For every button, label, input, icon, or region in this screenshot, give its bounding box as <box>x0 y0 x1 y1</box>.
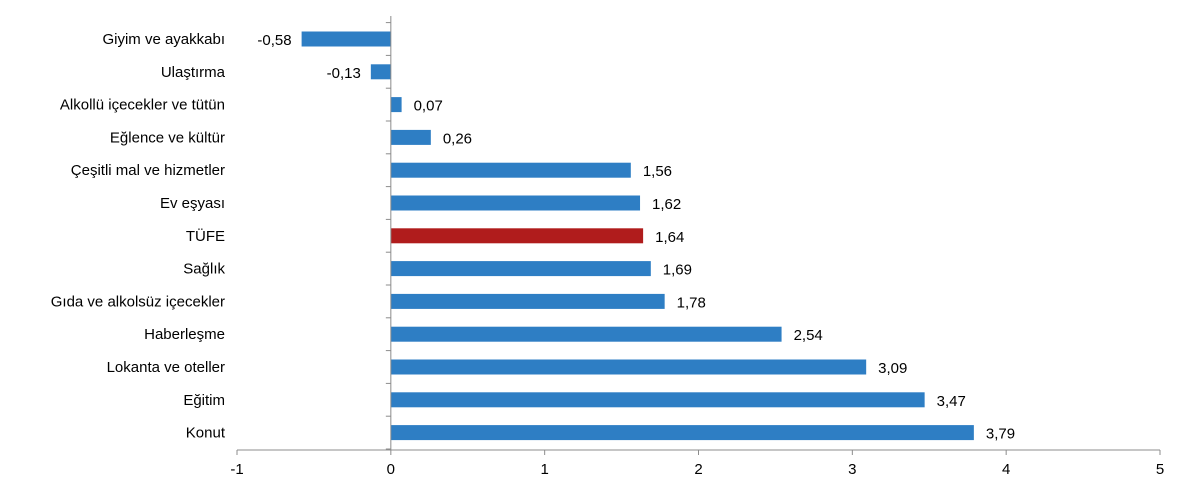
category-label: Konut <box>186 425 226 442</box>
value-label: -0,13 <box>327 65 361 82</box>
value-label: 1,78 <box>677 294 706 311</box>
bar-8 <box>390 293 665 309</box>
category-label: TÜFE <box>186 227 225 245</box>
bar-0 <box>301 31 391 47</box>
bar-4 <box>390 162 631 178</box>
category-label: Ulaştırma <box>161 64 226 81</box>
category-label: Ev eşyası <box>160 195 225 212</box>
bar-12 <box>390 425 974 441</box>
x-tick-label: 3 <box>848 461 856 478</box>
value-label: -0,58 <box>257 32 291 49</box>
value-label: 3,79 <box>986 426 1015 443</box>
category-label: Çeşitli mal ve hizmetler <box>71 162 225 179</box>
category-label: Giyim ve ayakkabı <box>102 31 225 48</box>
category-label: Eğlence ve kültür <box>110 129 225 146</box>
category-label: Gıda ve alkolsüz içecekler <box>51 293 225 310</box>
x-tick-label: 2 <box>694 461 702 478</box>
x-tick-label: 5 <box>1156 461 1164 478</box>
bar-6 <box>390 228 644 244</box>
bar-11 <box>390 392 925 408</box>
category-label: Lokanta ve oteller <box>107 359 225 376</box>
value-label: 3,47 <box>937 393 966 410</box>
value-label: 0,07 <box>414 98 443 115</box>
value-label: 1,64 <box>655 229 684 246</box>
x-tick-label: 1 <box>540 461 548 478</box>
bars-group <box>301 31 974 441</box>
value-label: 2,54 <box>794 327 823 344</box>
value-label: 1,69 <box>663 262 692 279</box>
value-label: 1,62 <box>652 196 681 213</box>
value-label: 3,09 <box>878 360 907 377</box>
x-tick-label: -1 <box>230 461 243 478</box>
value-labels-group: -0,58 -0,13 0,070,26 1,56 1,62 1,64 1,69 1,78 2,… <box>257 32 1015 443</box>
axes-group: -1 0 1 2 3 4 5 <box>230 16 1164 478</box>
bar-2 <box>390 97 402 113</box>
bar-5 <box>390 195 641 211</box>
category-labels-group: Giyim ve ayakkabı Ulaştırma Alkollü içecek… <box>51 31 226 442</box>
bar-1 <box>370 64 391 80</box>
category-label: Haberleşme <box>144 326 225 343</box>
x-tick-label: 4 <box>1002 461 1010 478</box>
category-label: Sağlık <box>183 261 225 278</box>
value-label: 1,56 <box>643 163 672 180</box>
value-label: 0,26 <box>443 130 472 147</box>
bar-7 <box>390 261 651 277</box>
category-label: Alkollü içecekler ve tütün <box>60 97 225 114</box>
bar-10 <box>390 359 867 375</box>
bar-9 <box>390 326 782 342</box>
x-tick-label: 0 <box>387 461 395 478</box>
bar-3 <box>390 129 431 145</box>
category-label: Eğitim <box>183 392 225 409</box>
